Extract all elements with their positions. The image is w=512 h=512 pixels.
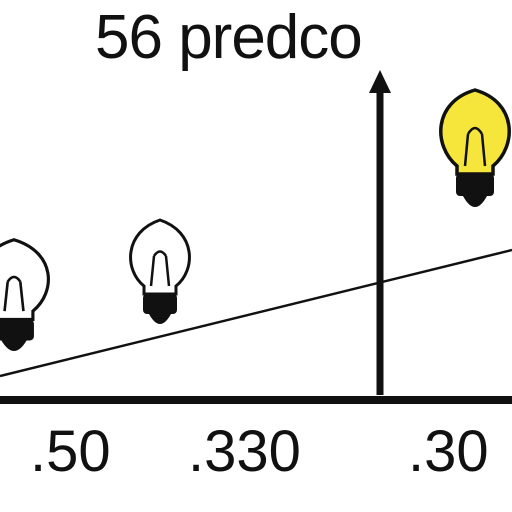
trend-line [0,248,512,378]
arrow-up-icon [369,70,391,93]
value-label: .50 [30,419,111,484]
lightbulb-icon [129,218,191,324]
lightbulb-icon [0,238,50,351]
value-label: .30 [408,419,489,484]
lightbulb-lit-icon [439,88,511,207]
value-label: .330 [188,419,301,484]
title-text: 56 predco [95,3,363,72]
